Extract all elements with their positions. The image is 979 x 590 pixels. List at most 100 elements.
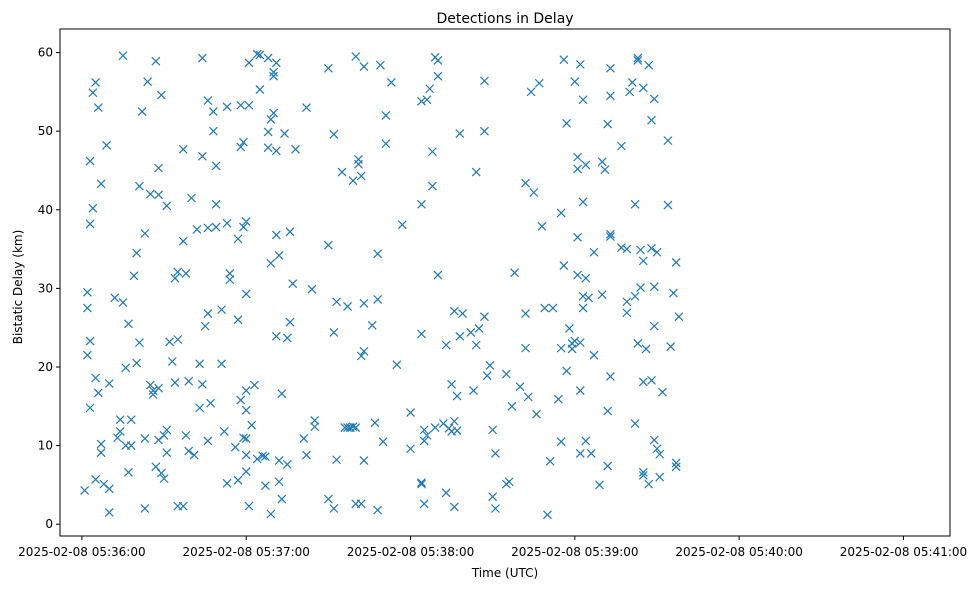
data-point-283 xyxy=(573,164,582,174)
data-point-268 xyxy=(545,456,555,466)
data-point-332 xyxy=(638,471,648,480)
data-point-240 xyxy=(471,167,481,177)
data-point-322 xyxy=(630,199,640,209)
data-point-335 xyxy=(644,60,654,70)
data-point-348 xyxy=(658,387,667,397)
data-point-37 xyxy=(132,358,142,368)
data-point-20 xyxy=(104,484,114,494)
data-point-158 xyxy=(302,103,311,113)
data-point-207 xyxy=(417,199,426,209)
data-point-277 xyxy=(562,118,572,128)
data-point-156 xyxy=(291,144,300,154)
data-point-104 xyxy=(233,475,243,485)
data-point-186 xyxy=(356,499,366,509)
data-point-266 xyxy=(540,303,550,313)
data-point-313 xyxy=(606,91,615,101)
data-point-23 xyxy=(110,293,120,303)
data-point-26 xyxy=(115,427,125,436)
data-point-32 xyxy=(124,467,133,477)
data-point-193 xyxy=(373,249,383,259)
data-point-153 xyxy=(285,317,295,327)
data-point-324 xyxy=(633,338,643,348)
data-point-280 xyxy=(567,344,577,354)
data-point-353 xyxy=(671,462,681,472)
data-point-127 xyxy=(255,50,265,60)
x-tick-label-5: 2025-02-08 05:41:00 xyxy=(840,545,967,559)
data-point-1 xyxy=(82,303,92,313)
data-point-139 xyxy=(269,71,279,81)
data-point-123 xyxy=(247,420,257,430)
data-point-124 xyxy=(250,380,259,390)
data-point-356 xyxy=(674,312,684,322)
data-point-144 xyxy=(271,230,281,240)
data-point-59 xyxy=(162,201,172,211)
data-point-11 xyxy=(91,78,101,87)
data-point-191 xyxy=(367,320,377,330)
data-point-247 xyxy=(488,492,498,502)
data-point-299 xyxy=(586,449,596,458)
data-point-248 xyxy=(488,425,498,435)
data-point-29 xyxy=(121,363,131,373)
data-point-173 xyxy=(343,302,352,311)
data-point-246 xyxy=(485,361,495,370)
data-point-103 xyxy=(230,442,240,452)
data-point-133 xyxy=(263,143,273,153)
data-point-107 xyxy=(236,395,246,405)
data-point-97 xyxy=(219,427,229,436)
y-tick-label-0: 0 xyxy=(45,517,53,531)
data-point-58 xyxy=(159,474,169,484)
data-point-194 xyxy=(373,294,383,304)
data-point-9 xyxy=(88,203,98,213)
data-point-227 xyxy=(447,379,457,389)
data-point-171 xyxy=(337,167,347,177)
data-point-160 xyxy=(307,284,317,294)
data-point-329 xyxy=(638,83,648,93)
data-point-165 xyxy=(323,63,333,73)
data-point-214 xyxy=(422,95,432,105)
data-point-13 xyxy=(93,388,103,398)
data-point-275 xyxy=(559,261,569,271)
data-point-109 xyxy=(236,100,246,110)
data-point-185 xyxy=(356,171,366,181)
data-point-325 xyxy=(633,56,643,65)
data-point-75 xyxy=(184,446,194,456)
data-point-87 xyxy=(203,223,213,233)
data-point-166 xyxy=(329,504,339,513)
data-point-132 xyxy=(263,53,273,63)
data-point-232 xyxy=(452,391,462,401)
data-point-57 xyxy=(159,430,169,440)
data-point-122 xyxy=(244,501,254,511)
data-point-206 xyxy=(417,479,426,489)
data-point-307 xyxy=(603,406,613,416)
data-point-179 xyxy=(351,52,361,61)
x-axis-label: Time (UTC) xyxy=(471,566,538,580)
data-point-202 xyxy=(397,220,407,230)
data-point-86 xyxy=(203,309,213,318)
data-point-126 xyxy=(252,454,262,464)
data-point-251 xyxy=(501,369,511,379)
data-point-187 xyxy=(359,346,369,356)
data-point-295 xyxy=(581,436,591,446)
data-point-309 xyxy=(606,63,615,73)
data-point-61 xyxy=(162,425,172,435)
data-point-230 xyxy=(449,306,459,316)
data-point-294 xyxy=(578,197,588,207)
data-point-351 xyxy=(666,342,676,351)
data-point-308 xyxy=(603,461,613,471)
data-point-8 xyxy=(88,88,98,98)
data-markers xyxy=(80,49,684,520)
data-point-221 xyxy=(433,56,443,65)
data-point-269 xyxy=(548,303,558,313)
data-point-278 xyxy=(564,324,574,333)
data-point-182 xyxy=(354,159,363,169)
data-point-105 xyxy=(233,315,243,325)
data-point-146 xyxy=(274,477,284,487)
data-point-235 xyxy=(455,331,465,341)
data-point-327 xyxy=(636,283,645,293)
data-point-64 xyxy=(170,378,180,388)
data-point-350 xyxy=(663,200,673,210)
data-point-296 xyxy=(581,160,591,170)
data-point-54 xyxy=(154,190,164,200)
y-tick-label-4: 40 xyxy=(38,203,53,217)
data-point-90 xyxy=(208,107,218,116)
